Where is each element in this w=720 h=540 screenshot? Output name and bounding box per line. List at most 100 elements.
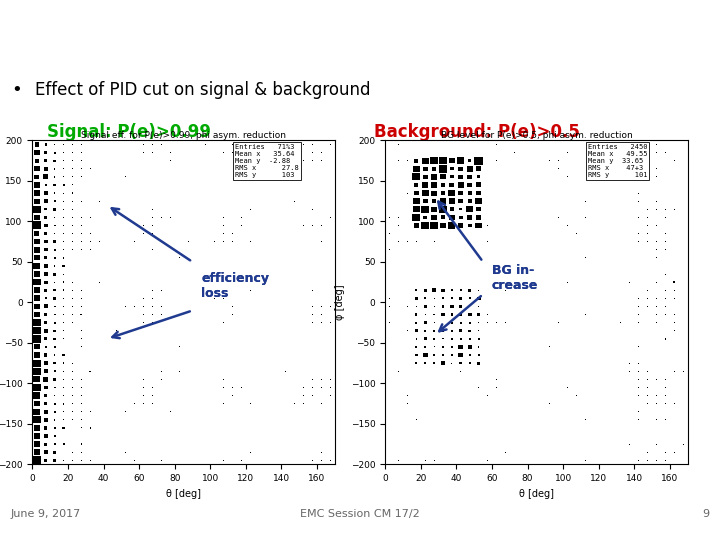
Bar [33,279,40,286]
Bar [81,452,82,453]
Bar [421,222,429,229]
Bar [451,330,453,332]
Bar [674,314,675,315]
Bar [432,167,436,171]
Bar [34,287,40,293]
Bar [415,354,418,356]
Bar [468,345,472,349]
Bar [44,280,48,284]
Bar [477,338,480,340]
Bar [665,314,666,315]
Bar [72,241,73,242]
Bar [432,199,436,203]
Bar [413,206,420,212]
Bar [250,289,251,291]
Bar [44,354,48,356]
Bar [53,378,56,381]
Bar [431,215,437,220]
Bar [63,306,64,307]
Bar [43,377,48,382]
Bar [44,199,48,203]
Bar [34,449,40,455]
Bar [674,322,675,323]
Bar [53,225,55,226]
Bar [449,198,455,204]
Bar [398,371,399,372]
Bar [44,167,48,171]
Bar [53,200,55,202]
Bar [477,207,481,211]
Bar [674,330,675,331]
Bar [72,192,73,194]
Bar [89,370,91,372]
Bar [647,290,648,291]
Bar [152,306,153,307]
Bar [44,289,48,292]
Bar [34,199,40,204]
Bar [63,200,64,202]
Bar [647,387,648,388]
Bar [674,160,675,161]
Bar [407,160,408,161]
Bar [63,298,64,299]
Bar [449,215,455,220]
Bar [34,247,40,253]
Bar [674,452,675,453]
Bar [53,240,56,243]
Bar [476,191,481,195]
Bar [665,403,666,404]
Bar [53,159,56,162]
Bar [81,290,82,291]
Bar [442,354,444,356]
Bar [53,451,56,454]
Bar [44,394,48,397]
Bar [673,281,675,283]
Bar [647,144,648,145]
Bar [469,354,471,356]
Bar [63,289,64,291]
Bar [647,395,648,396]
Bar [478,346,480,348]
Bar [674,209,675,210]
Bar [467,215,472,220]
Bar [33,319,41,326]
Bar [53,411,55,413]
Bar [459,313,462,316]
Bar [45,459,47,462]
Bar [54,281,55,283]
Bar [424,298,426,299]
Bar [63,395,64,396]
Text: Entries   71%3
Mean x   35.64
Mean y  -2.88
RMS x      27.8
RMS y      103: Entries 71%3 Mean x 35.64 Mean y -2.88 R… [235,144,299,178]
Bar [665,306,666,307]
Bar [440,198,446,204]
Bar [423,289,427,292]
Bar [674,290,675,291]
Bar [63,338,64,340]
Bar [467,175,472,179]
Bar [638,217,639,218]
Bar [33,360,40,367]
Bar [63,144,64,145]
Bar [425,314,426,315]
Bar [53,314,55,315]
Bar [459,345,463,349]
Bar [422,158,428,164]
Text: EMC Session CM 17/2: EMC Session CM 17/2 [300,509,420,519]
Bar [90,233,91,234]
Bar [638,322,639,323]
Bar [665,452,666,453]
Bar [665,460,666,461]
Bar [63,249,64,250]
Bar [467,224,472,227]
Bar [72,160,73,161]
Bar [415,338,417,340]
Bar [161,290,162,291]
Bar [44,361,48,365]
Bar [312,290,313,291]
Bar [423,305,427,308]
Bar [647,371,648,372]
Bar [674,403,675,404]
Bar [72,451,73,453]
Title: BG level for P(e)>0.5, phi asym. reduction: BG level for P(e)>0.5, phi asym. reducti… [441,131,632,140]
X-axis label: θ [deg]: θ [deg] [166,489,201,498]
